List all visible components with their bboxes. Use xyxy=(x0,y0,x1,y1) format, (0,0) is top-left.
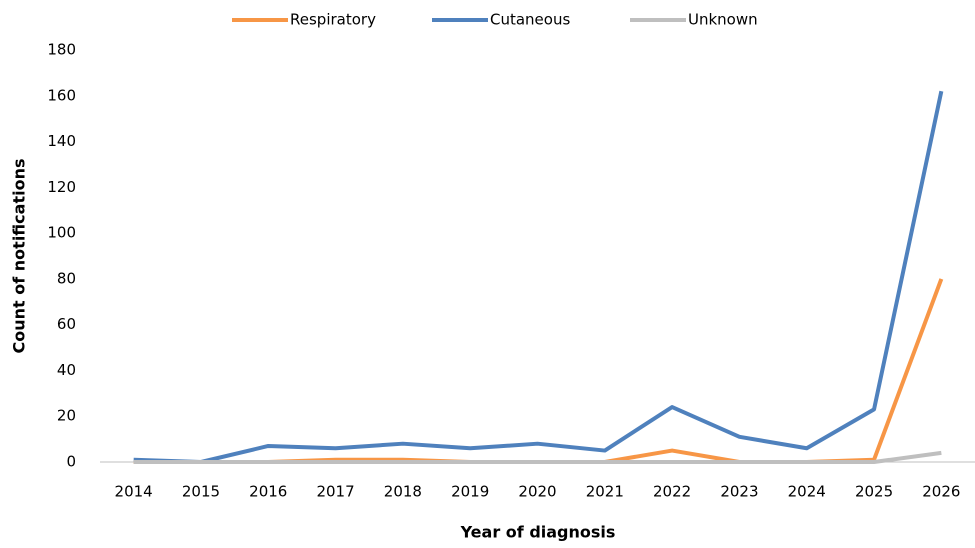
y-tick-label: 100 xyxy=(47,224,76,242)
y-tick-label: 120 xyxy=(47,178,76,196)
series-line xyxy=(133,278,944,464)
x-tick-label: 2023 xyxy=(720,483,758,501)
y-tick-label: 0 xyxy=(66,453,76,471)
x-tick-label: 2018 xyxy=(384,483,422,501)
y-tick-label: 160 xyxy=(47,86,76,104)
y-tick-label: 20 xyxy=(57,407,76,425)
legend-label: Unknown xyxy=(688,11,758,29)
legend-label: Cutaneous xyxy=(490,11,570,29)
x-tick-label: 2019 xyxy=(451,483,489,501)
y-tick-label: 140 xyxy=(47,132,76,150)
series-line xyxy=(133,90,944,464)
x-tick-label: 2020 xyxy=(518,483,556,501)
x-axis-title: Year of diagnosis xyxy=(460,523,616,542)
y-tick-label: 60 xyxy=(57,315,76,333)
x-tick-label: 2025 xyxy=(855,483,893,501)
x-tick-label: 2021 xyxy=(586,483,624,501)
y-tick-label: 40 xyxy=(57,361,76,379)
y-axis-title: Count of notifications xyxy=(10,159,29,354)
x-tick-label: 2024 xyxy=(788,483,826,501)
x-tick-label: 2022 xyxy=(653,483,691,501)
x-tick-label: 2026 xyxy=(922,483,960,501)
y-tick-label: 80 xyxy=(57,269,76,287)
y-tick-label: 180 xyxy=(47,41,76,59)
x-tick-label: 2016 xyxy=(249,483,287,501)
x-tick-label: 2017 xyxy=(316,483,354,501)
legend-label: Respiratory xyxy=(290,11,376,29)
x-tick-label: 2015 xyxy=(182,483,220,501)
x-tick-label: 2014 xyxy=(115,483,153,501)
series-line xyxy=(133,450,942,464)
